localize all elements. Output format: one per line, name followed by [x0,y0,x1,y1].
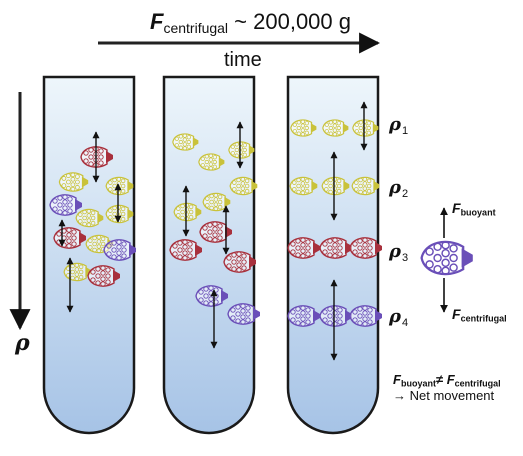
inequality-rhs-subscript: centrifugal [454,378,501,389]
particle-4 [49,194,82,216]
particle-32 [287,305,320,327]
particle-5 [75,208,104,228]
particle-29 [287,237,320,259]
buoyant-symbol: F [452,200,461,216]
particle-13 [198,153,225,171]
density-level-3-index: 3 [401,252,409,264]
header-force-symbol: F [150,9,164,34]
buoyant-force-label: Fbuoyant [452,200,496,218]
particle-22 [227,303,260,325]
particle-34 [349,305,382,327]
centrifuge-tube-2 [162,75,256,435]
density-level-4-index: 4 [401,317,409,329]
density-axis-label: ρ [15,330,30,356]
particle-18 [169,239,202,261]
centrifugal-subscript: centrifugal [460,313,507,324]
density-level-2-symbol: ρ [389,177,401,198]
centrifugal-symbol: F [452,306,461,322]
particle-16 [202,192,231,212]
centrifugal-force-label: Fcentrifugal [452,306,507,324]
particle-12 [172,133,199,151]
particle-11 [87,265,120,287]
motion-arrows-layer [58,101,368,361]
particle-9 [103,239,136,261]
particle-17 [229,176,258,196]
force-inequality: Fbuoyant≠ Fcentrifugal [393,372,501,389]
density-level-1: ρ1 [389,114,408,137]
inequality-operator: ≠ [435,372,444,387]
inequality-lhs-symbol: F [393,372,401,387]
particle-35 [420,240,473,276]
particle-2 [58,172,89,192]
density-level-3: ρ3 [389,241,408,264]
header-force-subscript: centrifugal [163,19,229,36]
density-level-3-symbol: ρ [389,241,401,262]
density-level-4: ρ4 [389,306,408,329]
density-level-4-symbol: ρ [389,306,401,327]
time-label: time [224,49,262,71]
net-movement-label: → Net movement [393,388,495,403]
density-level-1-index: 1 [401,125,409,137]
density-level-2: ρ2 [389,177,408,200]
particle-20 [223,251,256,273]
centrifuge-tube-1 [42,75,136,435]
density-level-1-symbol: ρ [389,114,401,135]
centrifugal-force-header: Fcentrifugal ~ 200,000 g [150,9,351,36]
buoyant-subscript: buoyant [460,207,496,218]
particle-30 [319,237,352,259]
inequality-rhs-symbol: F [446,372,455,387]
inequality-lhs-subscript: buoyant [400,378,436,389]
particle-31 [349,237,382,259]
header-force-value: ~ 200,000 g [234,9,352,34]
density-level-2-index: 2 [401,188,409,200]
particle-19 [199,221,232,243]
particle-24 [322,119,349,137]
